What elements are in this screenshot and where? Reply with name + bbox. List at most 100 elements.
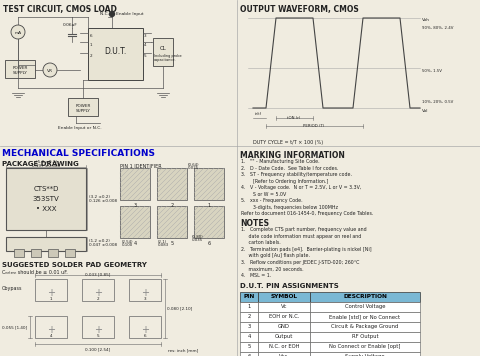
Bar: [310, 302, 420, 312]
Text: TEST CIRCUIT, CMOS LOAD: TEST CIRCUIT, CMOS LOAD: [3, 5, 117, 14]
Bar: [35, 316, 67, 338]
Bar: [310, 331, 420, 341]
Text: 1: 1: [90, 43, 93, 47]
Text: (0.64): (0.64): [188, 163, 200, 167]
Bar: [82, 316, 114, 338]
Text: Voh: Voh: [422, 18, 430, 22]
Text: 0.06uF: 0.06uF: [63, 23, 78, 27]
Text: (0.80): (0.80): [192, 235, 204, 239]
Text: SYMBOL: SYMBOL: [271, 294, 298, 299]
Bar: [88, 28, 143, 80]
Bar: [157, 168, 187, 200]
Text: 2: 2: [96, 297, 99, 301]
Text: Vol: Vol: [422, 109, 429, 113]
Text: 10%, 20%, 0.5V: 10%, 20%, 0.5V: [422, 100, 453, 104]
Text: 5: 5: [96, 334, 99, 338]
Bar: [6, 168, 86, 230]
Text: tON (r): tON (r): [288, 116, 300, 120]
Text: 5: 5: [247, 344, 251, 349]
Text: 2: 2: [90, 54, 93, 58]
Bar: [5, 60, 35, 78]
Text: CL: CL: [160, 46, 167, 51]
Text: OUTPUT WAVEFORM, CMOS: OUTPUT WAVEFORM, CMOS: [240, 5, 359, 14]
Text: 4: 4: [133, 241, 137, 246]
Bar: [240, 341, 258, 351]
Text: 0.197 ±0.008: 0.197 ±0.008: [32, 164, 60, 168]
Text: 4: 4: [50, 334, 52, 338]
Text: 6: 6: [207, 241, 211, 246]
Text: POWER: POWER: [75, 104, 91, 108]
Text: 50%, 1.5V: 50%, 1.5V: [422, 69, 442, 73]
Circle shape: [11, 25, 25, 39]
Text: 0.100: 0.100: [122, 243, 133, 247]
Text: 1: 1: [50, 297, 52, 301]
Text: (1.2 ±0.2): (1.2 ±0.2): [89, 239, 110, 243]
Text: 3.   ST - Frequency stability/temperature code.: 3. ST - Frequency stability/temperature …: [241, 172, 352, 177]
Text: 2.   D - Date Code.  See Table I for codes.: 2. D - Date Code. See Table I for codes.: [241, 166, 338, 171]
Bar: [153, 38, 173, 66]
Text: 0.083: 0.083: [158, 243, 169, 247]
Text: 0.126 ±0.008: 0.126 ±0.008: [89, 199, 117, 203]
Text: MARKING INFORMATION: MARKING INFORMATION: [240, 151, 345, 160]
Text: DUTY CYCLE = t/T × 100 (%): DUTY CYCLE = t/T × 100 (%): [253, 140, 323, 145]
Text: 0.055 [1.40]: 0.055 [1.40]: [2, 325, 27, 329]
Text: 4: 4: [144, 43, 146, 47]
Text: S or W = 5.0V: S or W = 5.0V: [241, 192, 286, 197]
Text: 3-digits, frequencies below 100MHz: 3-digits, frequencies below 100MHz: [241, 204, 338, 209]
Text: [Refer to Ordering Information.]: [Refer to Ordering Information.]: [241, 178, 328, 183]
Bar: [310, 351, 420, 356]
Text: +: +: [94, 325, 102, 335]
Text: NOTES: NOTES: [240, 220, 269, 229]
Text: 3.   Reflow conditions per JEDEC J-STD-020; 260°C: 3. Reflow conditions per JEDEC J-STD-020…: [241, 260, 360, 265]
Text: 0.047 ±0.008: 0.047 ±0.008: [89, 243, 117, 247]
Bar: [310, 321, 420, 331]
Text: 4.   MSL = 1.: 4. MSL = 1.: [241, 273, 271, 278]
Text: 1: 1: [207, 203, 211, 208]
Text: res: inch [mm]: res: inch [mm]: [168, 348, 198, 352]
Text: 1.   Complete CTS part number, frequency value and: 1. Complete CTS part number, frequency v…: [241, 227, 367, 232]
Text: date code information must appear on reel and: date code information must appear on ree…: [241, 234, 361, 239]
Bar: [129, 316, 161, 338]
Bar: [120, 206, 150, 238]
Text: 6: 6: [247, 354, 251, 356]
Text: 0.035: 0.035: [192, 238, 203, 242]
Text: 0.033 [0.85]: 0.033 [0.85]: [85, 272, 111, 276]
Text: 3: 3: [144, 297, 146, 301]
Text: CTS**D: CTS**D: [33, 186, 59, 192]
Bar: [6, 237, 86, 251]
Text: 0.080 [2.10]: 0.080 [2.10]: [167, 306, 192, 310]
Text: D.U.T. PIN ASSIGNMENTS: D.U.T. PIN ASSIGNMENTS: [240, 283, 339, 289]
Circle shape: [43, 63, 57, 77]
Text: +: +: [47, 325, 55, 335]
Text: 5.   xxx - Frequency Code.: 5. xxx - Frequency Code.: [241, 198, 302, 203]
Text: Circuit & Package Ground: Circuit & Package Ground: [331, 324, 399, 329]
Bar: [31, 249, 41, 257]
Text: Cₙₑₜₐₙₙ should be ≥ 0.01 uF.: Cₙₑₜₐₙₙ should be ≥ 0.01 uF.: [2, 270, 68, 275]
Text: GND: GND: [278, 324, 290, 329]
Bar: [240, 321, 258, 331]
Bar: [310, 312, 420, 321]
Text: VR: VR: [47, 69, 53, 73]
Text: 5: 5: [170, 241, 174, 246]
Text: Enable [std] or No Connect: Enable [std] or No Connect: [329, 314, 401, 319]
Bar: [157, 206, 187, 238]
Bar: [310, 341, 420, 351]
Text: maximum, 20 seconds.: maximum, 20 seconds.: [241, 267, 304, 272]
Circle shape: [109, 11, 115, 16]
Bar: [258, 351, 310, 356]
Text: SUGGESTED SOLDER PAD GEOMETRY: SUGGESTED SOLDER PAD GEOMETRY: [2, 262, 147, 268]
Text: Vc: Vc: [281, 304, 287, 309]
Text: (2.1): (2.1): [158, 240, 167, 244]
Bar: [240, 292, 258, 302]
Bar: [129, 279, 161, 301]
Text: 1: 1: [247, 304, 251, 309]
Text: 353STV: 353STV: [33, 196, 60, 202]
Bar: [258, 292, 310, 302]
Text: N.C. or Enable Input: N.C. or Enable Input: [100, 12, 144, 16]
Text: with gold [Au] flash plate.: with gold [Au] flash plate.: [241, 253, 310, 258]
Text: Cbypass: Cbypass: [2, 286, 23, 291]
Text: 3: 3: [133, 203, 137, 208]
Text: 4.   V - Voltage code.  N or T = 2.5V, L or V = 3.3V,: 4. V - Voltage code. N or T = 2.5V, L or…: [241, 185, 361, 190]
Text: No Connect or Enable [opt]: No Connect or Enable [opt]: [329, 344, 401, 349]
Text: EOH or N.C.: EOH or N.C.: [269, 314, 299, 319]
